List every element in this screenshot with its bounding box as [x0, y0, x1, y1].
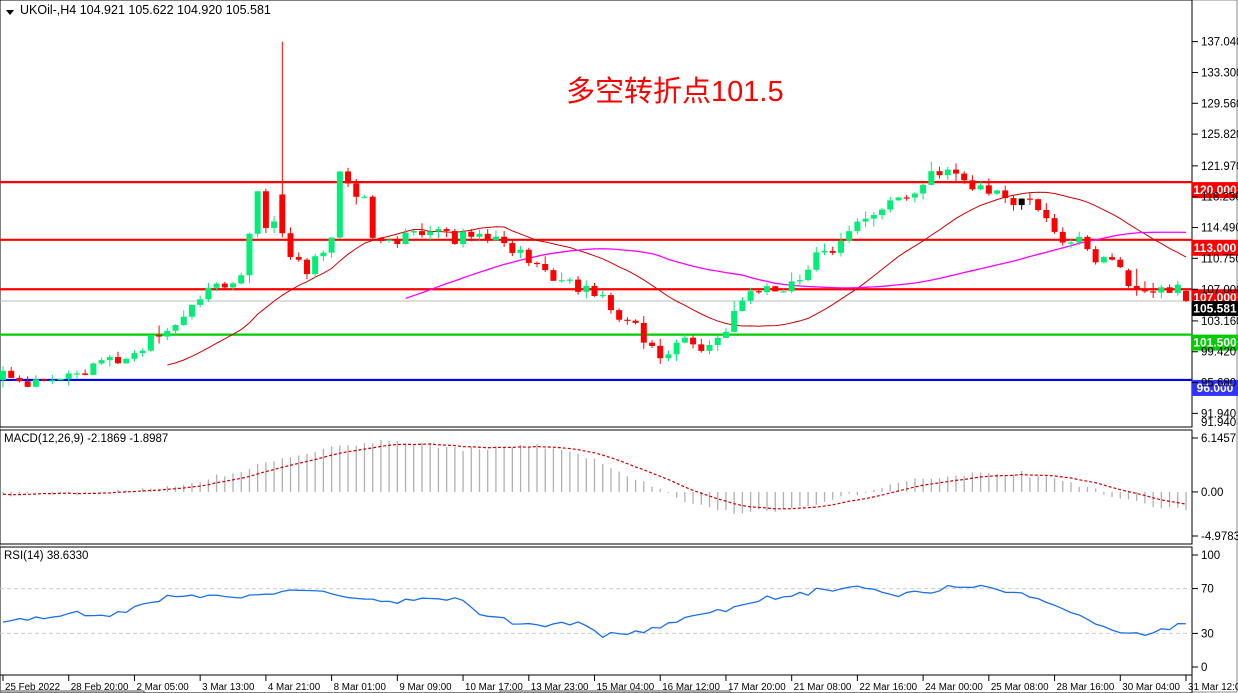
- svg-text:0: 0: [1201, 662, 1207, 674]
- svg-text:125.820: 125.820: [1201, 129, 1238, 141]
- svg-text:31 Mar 12:00: 31 Mar 12:00: [1188, 682, 1238, 693]
- svg-text:22 Mar 16:00: 22 Mar 16:00: [859, 682, 917, 693]
- svg-text:0.00: 0.00: [1201, 487, 1223, 499]
- svg-text:100: 100: [1201, 550, 1220, 562]
- svg-text:107.000: 107.000: [1201, 284, 1238, 296]
- svg-text:30: 30: [1201, 628, 1214, 640]
- svg-text:RSI(14) 38.6330: RSI(14) 38.6330: [4, 550, 88, 562]
- svg-text:UKOil-,H4 104.921 105.622 104: UKOil-,H4 104.921 105.622 104.920 105.58…: [20, 3, 271, 17]
- svg-text:21 Mar 08:00: 21 Mar 08:00: [794, 682, 852, 693]
- svg-text:30 Mar 04:00: 30 Mar 04:00: [1122, 682, 1180, 693]
- svg-text:17 Mar 20:00: 17 Mar 20:00: [728, 682, 786, 693]
- svg-text:MACD(12,26,9) -2.1869 -1.8987: MACD(12,26,9) -2.1869 -1.8987: [4, 433, 168, 445]
- svg-text:91.940: 91.940: [1201, 417, 1236, 429]
- svg-text:70: 70: [1201, 584, 1214, 596]
- svg-text:121.970: 121.970: [1201, 161, 1238, 173]
- svg-text:24 Mar 00:00: 24 Mar 00:00: [925, 682, 983, 693]
- svg-text:118.230: 118.230: [1201, 192, 1238, 204]
- svg-text:-4.9783: -4.9783: [1201, 531, 1238, 543]
- svg-text:110.750: 110.750: [1201, 253, 1238, 265]
- svg-text:多空转折点101.5: 多空转折点101.5: [566, 75, 784, 108]
- svg-text:4 Mar 21:00: 4 Mar 21:00: [268, 682, 321, 693]
- svg-text:137.040: 137.040: [1201, 37, 1238, 49]
- svg-text:3 Mar 13:00: 3 Mar 13:00: [202, 682, 255, 693]
- svg-text:25 Mar 08:00: 25 Mar 08:00: [991, 682, 1049, 693]
- svg-text:105.581: 105.581: [1193, 301, 1237, 315]
- svg-text:99.420: 99.420: [1201, 347, 1236, 359]
- svg-text:28 Mar 16:00: 28 Mar 16:00: [1057, 682, 1115, 693]
- svg-text:103.160: 103.160: [1201, 316, 1238, 328]
- svg-text:95.680: 95.680: [1201, 378, 1236, 390]
- svg-text:129.560: 129.560: [1201, 98, 1238, 110]
- svg-text:8 Mar 01:00: 8 Mar 01:00: [334, 682, 387, 693]
- svg-text:133.300: 133.300: [1201, 67, 1238, 79]
- svg-text:6.1457: 6.1457: [1201, 433, 1236, 445]
- svg-text:114.490: 114.490: [1201, 223, 1238, 235]
- svg-text:9 Mar 09:00: 9 Mar 09:00: [399, 682, 452, 693]
